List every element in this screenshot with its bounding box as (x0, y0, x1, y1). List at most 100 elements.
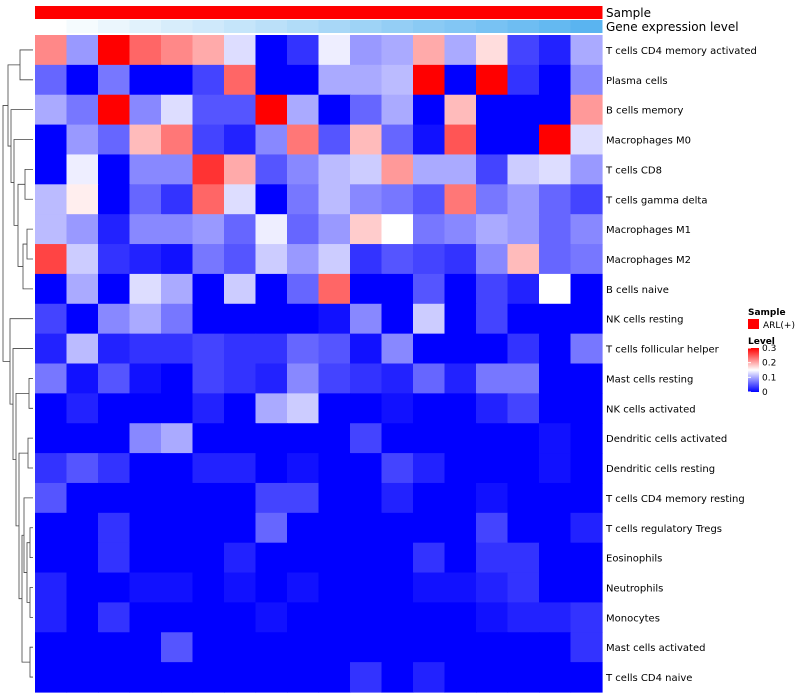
heatmap-cell (35, 154, 68, 185)
heatmap-cell (287, 512, 320, 544)
legend-tick-label: 0.1 (762, 373, 776, 383)
heatmap-cell (35, 94, 68, 126)
heatmap-cell (161, 214, 194, 245)
heatmap-cell (161, 572, 194, 604)
heatmap-cell (161, 602, 194, 633)
heatmap-cell (318, 423, 351, 454)
heatmap-cell (98, 423, 131, 454)
heatmap-cell (287, 572, 320, 604)
heatmap-cell (381, 273, 414, 305)
heatmap-cell (507, 273, 540, 305)
heatmap-cell (98, 333, 131, 365)
heatmap-cell (318, 214, 351, 245)
annotation-sample-cell (350, 6, 382, 19)
heatmap-cell (381, 602, 414, 633)
annotation-sample-cell (476, 6, 508, 19)
heatmap-cell (507, 94, 540, 126)
annotation-expression-cell (507, 20, 540, 33)
heatmap-cell (413, 482, 446, 514)
heatmap-cell (255, 632, 288, 663)
heatmap-cell (413, 453, 446, 484)
dendrogram-branch (17, 183, 25, 267)
row-label: T cells CD4 naive (605, 673, 692, 684)
heatmap-cell (318, 154, 351, 185)
heatmap-cell (224, 244, 257, 275)
heatmap-cell (413, 35, 446, 66)
heatmap-cell (287, 482, 320, 514)
dendrogram-branch (2, 105, 10, 362)
heatmap-cell (129, 363, 162, 394)
heatmap-cell (444, 64, 477, 96)
heatmap-cell (98, 35, 131, 66)
heatmap-cell (444, 35, 477, 66)
heatmap-cell (444, 662, 477, 693)
heatmap-cell (413, 124, 446, 156)
dendrogram-branch (23, 497, 33, 573)
heatmap-cell (539, 572, 572, 604)
heatmap-cell (161, 64, 194, 96)
heatmap-cell (318, 632, 351, 663)
heatmap-cell (350, 602, 383, 633)
heatmap-cell (350, 542, 383, 574)
heatmap-cell (192, 482, 225, 514)
heatmap-cell (539, 184, 572, 215)
heatmap-cells (35, 35, 603, 693)
heatmap-cell (444, 393, 477, 424)
heatmap-cell (98, 632, 131, 663)
heatmap-cell (444, 512, 477, 544)
heatmap-cell (570, 124, 603, 156)
heatmap-cell (66, 64, 99, 96)
heatmap-cell (161, 154, 194, 185)
heatmap-cell (35, 602, 68, 633)
dendrogram-branch (27, 437, 33, 469)
heatmap-cell (570, 94, 603, 126)
annotation-label-expression: Gene expression level (606, 20, 739, 34)
heatmap-cell (413, 214, 446, 245)
heatmap-cell (444, 423, 477, 454)
heatmap-cell (350, 572, 383, 604)
heatmap-cell (98, 184, 131, 215)
row-label: T cells follicular helper (605, 345, 720, 356)
annotation-sample-cell (381, 6, 414, 19)
heatmap-cell (539, 124, 572, 156)
heatmap-cell (350, 214, 383, 245)
heatmap-cell (476, 303, 509, 335)
heatmap-cell (255, 393, 288, 424)
row-label: Neutrophils (606, 583, 663, 594)
legend-level-title: Level (748, 337, 775, 347)
heatmap-cell (98, 64, 131, 96)
heatmap-cell (129, 35, 162, 66)
heatmap-cell (570, 393, 603, 424)
heatmap-cell (129, 64, 162, 96)
heatmap-cell (66, 273, 99, 305)
heatmap-cell (129, 184, 162, 215)
heatmap-cell (66, 602, 99, 633)
heatmap-cell (350, 363, 383, 394)
heatmap-cell (129, 94, 162, 126)
heatmap-cell (287, 303, 320, 335)
heatmap-cell (539, 512, 572, 544)
heatmap-cell (255, 542, 288, 574)
dendrogram-branch (19, 49, 33, 81)
heatmap-cell (570, 273, 603, 305)
heatmap-cell (98, 453, 131, 484)
heatmap-cell (570, 453, 603, 484)
heatmap-cell (224, 482, 257, 514)
heatmap-cell (35, 572, 68, 604)
heatmap-cell (98, 273, 131, 305)
heatmap-cell (539, 662, 572, 693)
heatmap-cell (570, 602, 603, 633)
dendrogram-branch (29, 646, 33, 678)
heatmap-cell (35, 214, 68, 245)
heatmap-cell (66, 393, 99, 424)
annotation-sample-cell (66, 6, 99, 19)
heatmap-cell (350, 154, 383, 185)
row-label: Macrophages M2 (606, 255, 691, 266)
heatmap-cell (255, 423, 288, 454)
heatmap-cell (287, 184, 320, 215)
heatmap-cell (507, 423, 540, 454)
heatmap-cell (318, 124, 351, 156)
heatmap-cell (98, 542, 131, 574)
row-label: NK cells resting (606, 315, 683, 326)
